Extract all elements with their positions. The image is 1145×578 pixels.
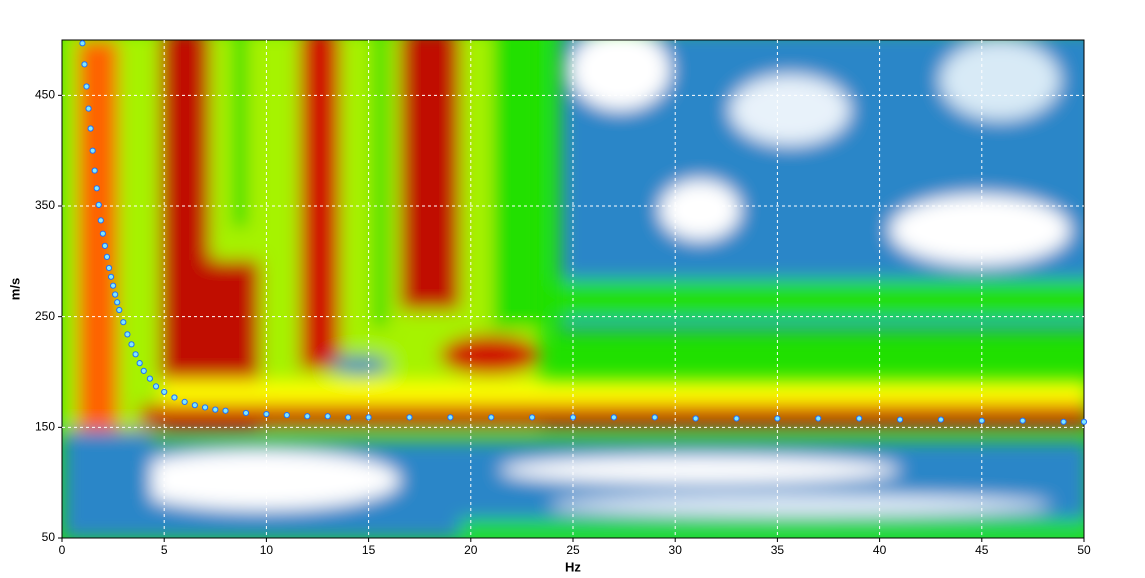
- point: [610, 414, 617, 421]
- point: [146, 375, 153, 382]
- x-tick-label: 0: [59, 543, 66, 557]
- point: [733, 415, 740, 422]
- point: [112, 291, 119, 298]
- point: [116, 306, 123, 314]
- y-tick-label: 450: [35, 88, 55, 102]
- point: [79, 40, 86, 47]
- point: [110, 282, 117, 289]
- point: [212, 406, 219, 413]
- point: [978, 417, 985, 424]
- y-tick-label: 250: [35, 309, 55, 323]
- point: [83, 83, 90, 90]
- point: [99, 230, 106, 237]
- point: [692, 415, 699, 422]
- point: [85, 105, 92, 112]
- y-tick-label: 50: [42, 530, 56, 544]
- point: [304, 413, 311, 420]
- point: [95, 201, 102, 208]
- point: [324, 413, 331, 420]
- point: [81, 61, 88, 68]
- point: [242, 409, 250, 417]
- point: [774, 415, 781, 422]
- point: [856, 415, 863, 422]
- point: [128, 341, 135, 348]
- point: [1019, 417, 1026, 424]
- x-tick-label: 20: [464, 543, 478, 557]
- point: [171, 394, 178, 401]
- point: [365, 414, 372, 421]
- point: [114, 299, 121, 306]
- point: [124, 331, 131, 338]
- point: [201, 404, 209, 411]
- x-tick-label: 15: [362, 543, 376, 557]
- x-tick-label: 5: [161, 543, 168, 557]
- point: [1060, 418, 1067, 425]
- x-tick-label: 50: [1077, 543, 1091, 557]
- point: [815, 415, 822, 422]
- point: [91, 167, 98, 174]
- point: [191, 402, 198, 409]
- point: [263, 410, 270, 418]
- point: [107, 273, 115, 280]
- point: [120, 319, 127, 326]
- x-tick-label: 35: [771, 543, 785, 557]
- point: [651, 414, 658, 421]
- point: [140, 367, 147, 374]
- x-tick-label: 45: [975, 543, 989, 557]
- point: [222, 407, 229, 414]
- y-axis-title: m/s: [7, 278, 22, 300]
- point: [569, 414, 577, 421]
- point: [283, 412, 290, 419]
- point: [937, 416, 945, 423]
- point: [136, 360, 143, 367]
- point: [896, 416, 904, 423]
- point: [447, 414, 454, 421]
- point: [87, 125, 94, 132]
- point: [105, 264, 113, 272]
- point: [132, 351, 139, 358]
- point: [161, 388, 168, 396]
- x-tick-label: 25: [566, 543, 580, 557]
- y-tick-label: 350: [35, 198, 55, 212]
- point: [529, 414, 536, 421]
- point: [1080, 418, 1088, 425]
- point: [345, 414, 352, 421]
- y-tick-label: 150: [35, 420, 55, 434]
- point: [181, 398, 188, 405]
- x-axis-title: Hz: [565, 559, 581, 574]
- point: [101, 242, 109, 249]
- point: [93, 185, 100, 192]
- point: [103, 253, 111, 261]
- point: [488, 414, 495, 421]
- point: [97, 217, 104, 224]
- x-tick-label: 10: [260, 543, 274, 557]
- point: [406, 414, 413, 421]
- point: [152, 383, 160, 390]
- x-tick-label: 30: [669, 543, 683, 557]
- point: [89, 147, 96, 154]
- x-tick-label: 40: [873, 543, 887, 557]
- heatmap: [62, 40, 1084, 538]
